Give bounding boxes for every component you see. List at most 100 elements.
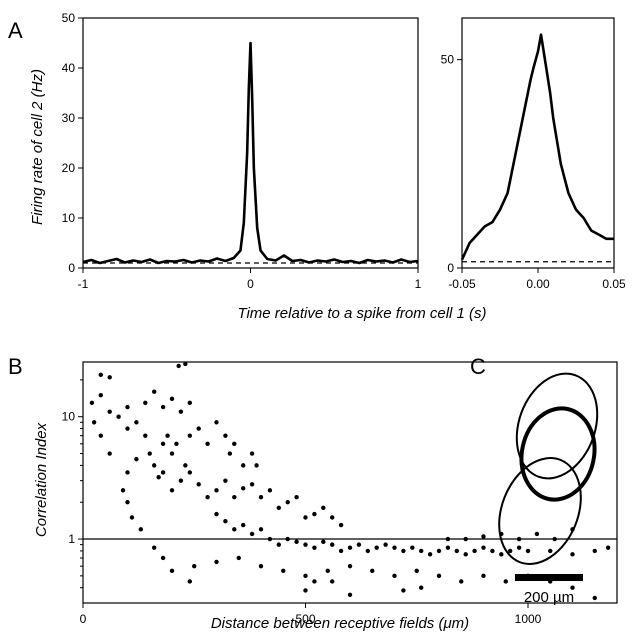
scale-bar-label: 200 µm <box>524 589 574 606</box>
scatter-point <box>254 463 259 468</box>
scatter-point <box>481 573 486 579</box>
scatter-point <box>241 486 246 491</box>
plot-frame <box>82 361 618 604</box>
x-tick-label: 0 <box>247 277 254 291</box>
scatter-point <box>152 463 157 468</box>
x-tick-label: 0.05 <box>602 277 626 291</box>
scatter-point <box>592 595 597 601</box>
scatter-point <box>129 515 135 520</box>
scatter-point <box>107 375 112 380</box>
scatter-point <box>570 552 575 557</box>
scatter-point <box>294 494 299 500</box>
y-tick-label: 0 <box>68 261 75 275</box>
scatter-point <box>330 579 335 584</box>
scatter-point <box>499 552 504 557</box>
scatter-point <box>534 531 540 537</box>
scatter-point <box>169 488 175 493</box>
receptive-field-ellipse-middle <box>519 406 597 502</box>
scatter-point <box>143 400 148 405</box>
scatter-point <box>312 511 317 517</box>
scatter-point <box>338 522 344 528</box>
scatter-point <box>312 545 317 550</box>
scatter-point <box>169 568 175 573</box>
scatter-point <box>338 548 344 554</box>
scatter-point <box>169 396 175 402</box>
scatter-point <box>392 573 397 579</box>
scatter-point <box>134 420 139 425</box>
scatter-point <box>508 548 513 554</box>
scatter-point <box>463 536 468 542</box>
scatter-point <box>98 392 104 398</box>
receptive-field-ellipse-bottom <box>498 457 582 565</box>
y-tick-label: 40 <box>62 61 76 75</box>
scatter-point <box>321 539 326 544</box>
scatter-point <box>214 488 219 493</box>
x-tick-label: 0.00 <box>526 277 550 291</box>
scatter-point <box>138 527 144 532</box>
x-tick-label: 1 <box>415 277 422 291</box>
y-tick-label: 30 <box>62 111 76 125</box>
scatter-point <box>463 552 468 557</box>
scatter-point <box>183 463 188 468</box>
y-tick-label: 50 <box>62 11 76 25</box>
scatter-point <box>276 542 281 547</box>
scatter-point <box>325 568 330 573</box>
scatter-point <box>205 494 210 500</box>
scatter-point <box>294 539 299 544</box>
y-tick-label: 1 <box>68 532 75 546</box>
y-tick-label: 10 <box>62 410 76 424</box>
scatter-point <box>481 534 486 539</box>
scatter-point <box>445 545 451 550</box>
scatter-point <box>89 400 95 405</box>
scatter-point <box>419 585 424 590</box>
scatter-point <box>347 563 353 569</box>
firing-rate-line <box>460 33 614 261</box>
y-tick-label: 50 <box>441 53 455 67</box>
panel-a-y-axis-label: Firing rate of cell 2 (Hz) <box>29 69 46 225</box>
scatter-point <box>249 451 255 456</box>
scatter-point <box>570 585 575 590</box>
scatter-point <box>552 536 557 542</box>
scatter-point <box>427 552 433 557</box>
scatter-point <box>459 579 464 584</box>
scatter-point <box>419 548 424 554</box>
panel-a-x-axis-label: Time relative to a spike from cell 1 (s) <box>237 305 486 322</box>
scatter-point <box>183 361 188 367</box>
scatter-point <box>125 426 130 431</box>
scatter-point <box>445 536 451 542</box>
scatter-point <box>160 404 166 410</box>
scatter-point <box>187 470 192 475</box>
scatter-point <box>236 555 241 561</box>
scatter-point <box>125 404 130 410</box>
scatter-point <box>232 494 237 500</box>
scatter-point <box>156 475 161 480</box>
scatter-point <box>383 542 388 547</box>
scatter-point <box>365 548 370 554</box>
scatter-point <box>143 433 148 438</box>
scatter-point <box>125 500 130 505</box>
scatter-point <box>285 536 290 542</box>
receptive-field-ellipse-top <box>515 372 599 480</box>
scale-bar <box>515 574 583 581</box>
scatter-point <box>436 548 442 554</box>
scatter-point <box>276 505 281 511</box>
scatter-point <box>370 568 375 573</box>
scatter-point <box>481 545 486 550</box>
scatter-point <box>347 592 353 598</box>
scatter-point <box>223 433 228 438</box>
scatter-point <box>330 542 335 547</box>
scatter-point <box>147 451 152 456</box>
scatter-point <box>196 482 201 487</box>
scatter-point <box>120 488 126 493</box>
scatter-point <box>303 573 308 579</box>
scatter-point <box>436 573 442 579</box>
scatter-point <box>503 579 508 584</box>
scatter-point <box>165 433 170 438</box>
scatter-point <box>516 536 522 542</box>
scatter-point <box>281 568 286 573</box>
scatter-point <box>196 426 201 431</box>
scatter-point <box>107 451 112 456</box>
scatter-point <box>134 456 139 462</box>
y-tick-label: 0 <box>447 261 454 275</box>
